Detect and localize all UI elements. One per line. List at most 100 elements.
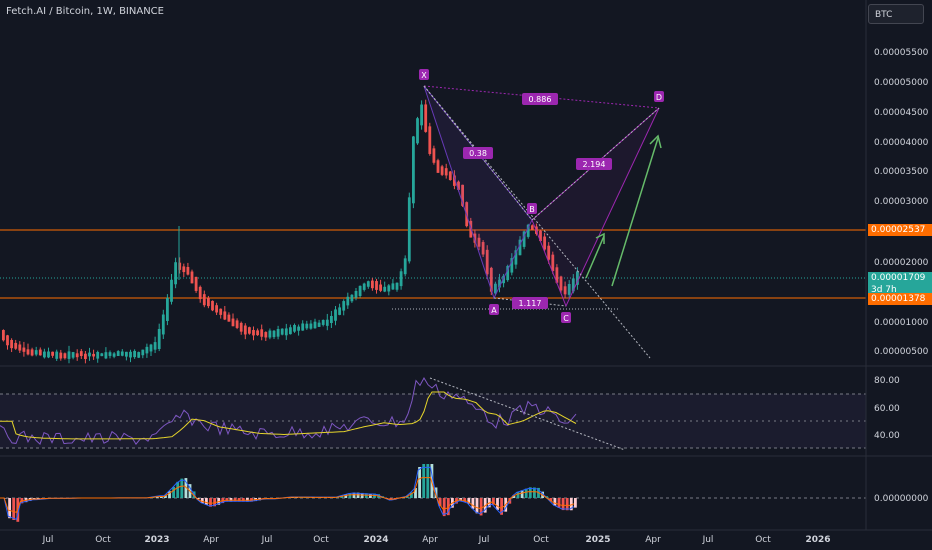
candle [276,329,280,337]
candle [178,262,182,270]
candle [231,318,235,327]
candle [75,353,79,358]
candle [215,305,218,313]
macd-histogram-bar [164,495,167,498]
candle [120,351,124,356]
macd-histogram-bar [520,490,524,498]
time-axis-label: Jul [478,535,490,545]
time-axis-label: 2026 [805,535,830,545]
price-axis-tick: 0.00005500 [874,48,929,58]
candle [260,329,264,337]
macd-histogram-bar [172,486,175,498]
candle [502,275,505,284]
rsi-axis-tick: 40.00 [874,431,900,441]
candle [526,224,530,237]
candle [145,346,149,354]
candle [338,307,341,315]
macd-histogram-bar [184,478,188,498]
candle [272,330,276,338]
rsi-ma-line [0,391,577,440]
price-axis-tick: 0.00004500 [874,108,929,118]
candle [38,349,42,356]
macd-histogram-bar [516,491,520,498]
candle [186,266,190,275]
candle [223,311,227,320]
candle [461,184,464,206]
symbol-title: Fetch.AI / Bitcoin, 1W, BINANCE [6,6,164,17]
candle [485,249,489,275]
currency-selector[interactable]: BTC [868,4,924,24]
time-axis-label: Apr [203,535,219,545]
candle [379,284,382,291]
pattern-xd-line [423,85,660,109]
candle [194,276,198,291]
rsi-line [0,376,577,445]
macd-histogram-bar [176,481,180,498]
price-axis-tick: 0.00001000 [874,318,929,328]
macd-histogram-bar [496,498,499,510]
candle [563,286,567,295]
ratio-badge [512,297,548,309]
candle [96,352,100,359]
candle [43,351,46,358]
candle [166,297,169,321]
macd-histogram-bar [479,498,483,516]
candle [334,309,337,321]
candle [129,351,132,358]
pattern-point-label: X [421,71,427,80]
candle [6,335,9,346]
candle [412,136,415,204]
macd-histogram-bar [422,464,426,498]
candle [198,286,202,300]
ratio-label: 1.117 [519,299,542,308]
candle [63,353,67,359]
price-axis-tick: 0.00004000 [874,138,929,148]
ratio-label: 2.194 [583,160,606,169]
macd-histogram-bar [553,498,557,506]
time-axis-label: Jul [261,535,273,545]
candle [235,320,239,328]
candle [252,330,255,336]
ratio-label: 0.38 [469,149,487,158]
time-axis-label: 2025 [585,535,610,545]
candle [301,323,305,331]
macd-histogram-bar [561,498,565,511]
candle [424,104,428,132]
candle [440,166,444,175]
rsi-axis-tick: 60.00 [874,404,900,414]
upper-level-price-tag: 0.00002537 [868,224,932,236]
time-axis-label: Oct [313,535,329,545]
candle [448,171,452,181]
macd-histogram-bar [512,495,516,498]
candle [264,332,268,338]
macd-histogram-bar [549,498,553,502]
candle [473,233,477,243]
macd-line [0,466,575,521]
candle [317,322,321,327]
candle [256,330,259,336]
macd-histogram-bar [471,498,475,509]
candle [149,344,153,352]
macd-histogram-bar [213,498,216,507]
price-axis-tick: 0.00005000 [874,78,929,88]
candle [47,351,50,358]
candle [543,236,546,250]
macd-histogram-bar [418,466,421,498]
candle [280,328,284,335]
candle [354,290,358,298]
candle [170,279,173,302]
candle [141,349,145,356]
pattern-point-badge [489,304,499,315]
candle [161,314,165,335]
candle [371,280,374,289]
candle [157,328,161,350]
macd-histogram-bar [200,498,204,504]
candle [567,284,571,295]
candle [100,353,104,357]
trendline-dotted [423,85,651,359]
candle [2,330,5,341]
candle [30,349,34,356]
candle [547,245,551,260]
